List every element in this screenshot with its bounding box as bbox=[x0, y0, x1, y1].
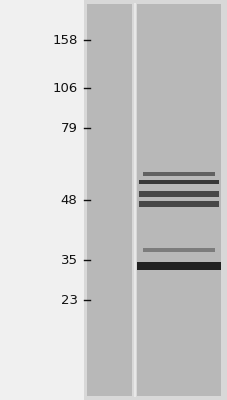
Text: 35: 35 bbox=[60, 254, 77, 266]
FancyBboxPatch shape bbox=[86, 4, 132, 396]
FancyBboxPatch shape bbox=[0, 0, 84, 400]
Text: 106: 106 bbox=[52, 82, 77, 94]
Text: 79: 79 bbox=[60, 122, 77, 134]
FancyBboxPatch shape bbox=[138, 191, 218, 196]
FancyBboxPatch shape bbox=[136, 4, 220, 396]
Text: 48: 48 bbox=[61, 194, 77, 206]
FancyBboxPatch shape bbox=[136, 262, 220, 270]
FancyBboxPatch shape bbox=[143, 172, 214, 176]
Text: 23: 23 bbox=[60, 294, 77, 306]
Text: 158: 158 bbox=[52, 34, 77, 46]
FancyBboxPatch shape bbox=[138, 180, 218, 184]
FancyBboxPatch shape bbox=[138, 202, 218, 206]
FancyBboxPatch shape bbox=[143, 248, 214, 252]
